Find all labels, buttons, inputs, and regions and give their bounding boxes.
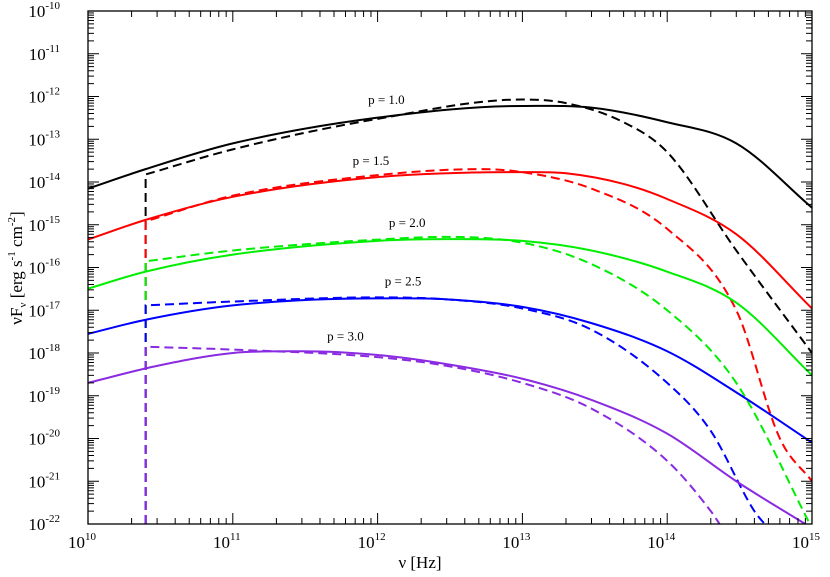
y-tick-label: 10-16 [28, 257, 60, 278]
x-tick-label: 1015 [792, 531, 821, 552]
x-tick-label: 1010 [68, 531, 97, 552]
series-line-9-dashed [144, 345, 721, 524]
series-line-2-solid [88, 171, 812, 310]
y-tick-label: 10-15 [28, 214, 60, 235]
x-axis-title: ν [Hz] [398, 553, 441, 572]
series-line-6-solid [88, 297, 812, 444]
ticks-layer: 1010 1011 1012 1013 1014 1015 10-22 10-21 10-20 1… [28, 0, 820, 552]
curves-layer [88, 98, 812, 524]
y-tick-label: 10-20 [28, 428, 60, 449]
y-tick-label: 10-22 [28, 513, 60, 534]
svg-text:νFν [erg s-1 cm-2]: νFν [erg s-1 cm-2] [6, 211, 29, 324]
y-tick-label: 10-19 [28, 385, 60, 406]
y-tick-label: 10-18 [28, 342, 60, 363]
series-label-2: p = 1.5 [353, 153, 390, 168]
series-line-0-solid [88, 104, 812, 209]
y-tick-label: 10-11 [29, 43, 60, 64]
y-tick-label: 10-10 [28, 0, 60, 21]
y-tick-label: 10-21 [28, 470, 60, 491]
series-label-8: p = 3.0 [327, 328, 364, 343]
y-axis-title: νFν [erg s-1 cm-2] [6, 211, 29, 324]
y-tick-label: 10-12 [28, 86, 60, 107]
x-tick-label: 1014 [647, 531, 676, 552]
series-line-3-dashed [144, 168, 812, 524]
series-label-0: p = 1.0 [368, 92, 405, 107]
y-tick-label: 10-13 [28, 128, 60, 149]
series-line-5-dashed [144, 235, 811, 524]
series-line-8-solid [88, 350, 808, 524]
series-line-4-solid [88, 238, 812, 377]
series-label-4: p = 2.0 [389, 215, 426, 230]
y-tick-label: 10-17 [28, 299, 60, 320]
x-tick-label: 1013 [502, 531, 531, 552]
series-label-6: p = 2.5 [385, 274, 422, 289]
series-line-7-dashed [144, 296, 767, 524]
x-tick-label: 1011 [213, 531, 241, 552]
plot-frame [87, 10, 813, 525]
y-tick-label: 10-14 [28, 171, 60, 192]
series-labels-layer: p = 1.0 p = 1.5 p = 2.0 p = 2.5 p = 3.0 [327, 92, 425, 343]
x-tick-label: 1012 [358, 531, 386, 552]
series-line-1-dashed [144, 98, 812, 524]
